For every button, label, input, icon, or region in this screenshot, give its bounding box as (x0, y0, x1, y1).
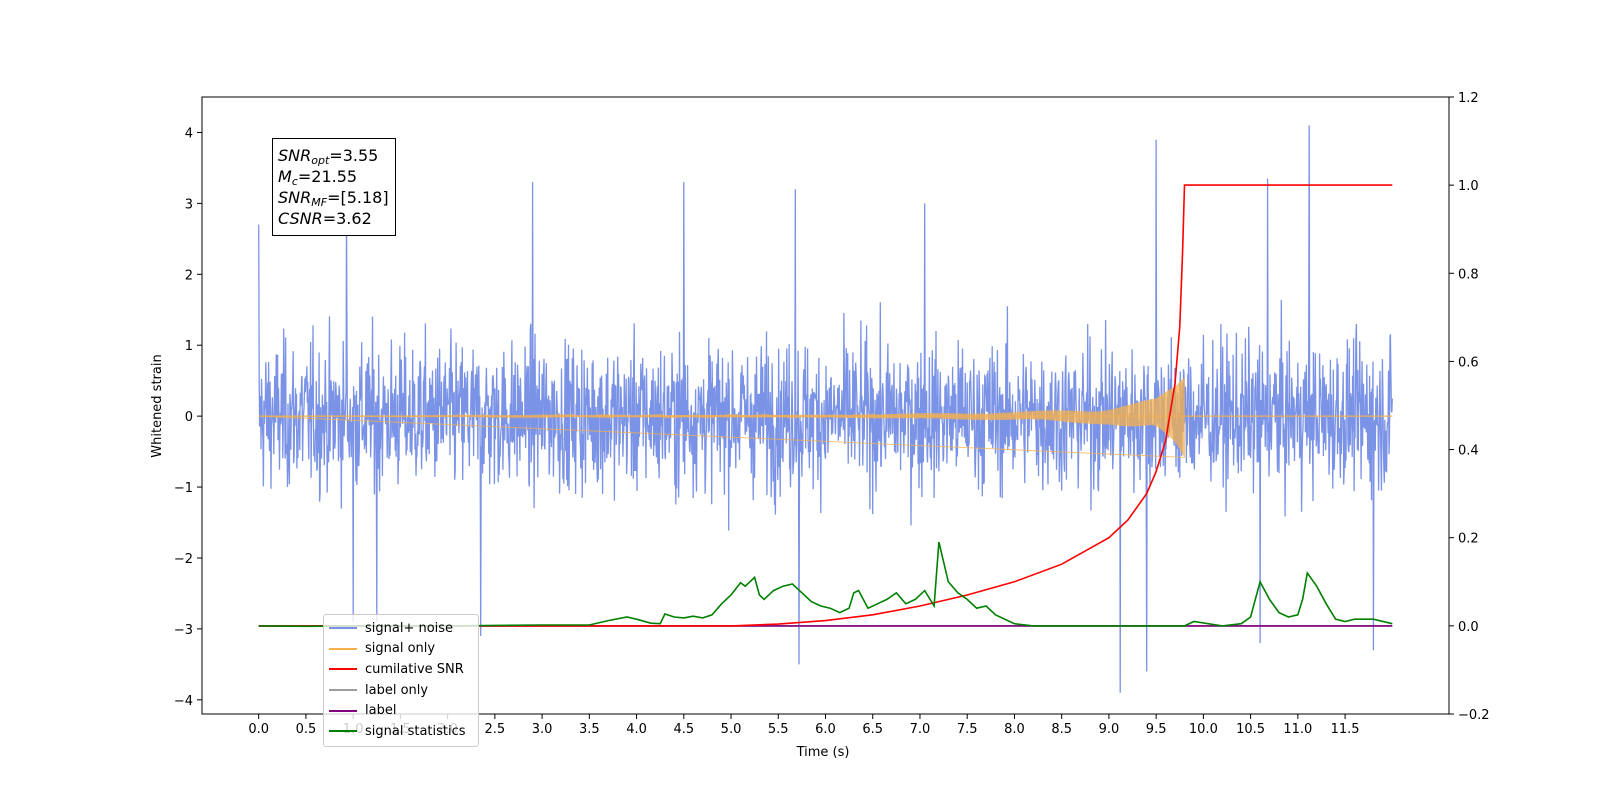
legend-swatch (329, 689, 357, 692)
series-signal-noise (258, 125, 1393, 693)
x-tick-label: 6.5 (862, 722, 883, 737)
y2-tick-label: 0.6 (1458, 355, 1479, 370)
x-tick-label: 4.5 (673, 722, 694, 737)
series-cumulative-snr (258, 184, 1393, 627)
legend-swatch (329, 709, 357, 712)
x-tick-label: 5.0 (721, 722, 742, 737)
legend-swatch (329, 647, 357, 650)
legend-item-signal-only: signal only (324, 639, 478, 660)
info-value: =[5.18] (327, 188, 389, 207)
x-tick-label: 2.5 (485, 722, 506, 737)
x-tick-label: 7.5 (957, 722, 978, 737)
y2-tick-label: 1.2 (1458, 91, 1479, 106)
info-value: =3.62 (322, 209, 372, 228)
y2-tick-label: 0.4 (1458, 444, 1479, 459)
legend: signal+ noise signal only cumilative SNR… (323, 614, 479, 747)
snr-info-box: SNRopt=3.55 Mc=21.55 SNRMF=[5.18] CSNR=3… (272, 138, 396, 236)
x-tick-label: 5.5 (768, 722, 789, 737)
y-axis-right: 1.2 1.0 0.8 0.6 0.4 0.2 0.0 −0.2 (1449, 91, 1490, 723)
info-subscript: c (291, 175, 298, 188)
series-signal-statistics (258, 541, 1393, 628)
legend-label: signal only (365, 641, 436, 657)
y-axis-label: Whitened strain (150, 354, 165, 457)
legend-label: label only (365, 682, 429, 698)
x-tick-label: 9.5 (1146, 722, 1167, 737)
legend-item-label: label (324, 700, 478, 721)
info-line-csnr: CSNR=3.62 (278, 208, 389, 229)
x-tick-label: 8.0 (1004, 722, 1025, 737)
x-tick-label: 6.0 (815, 722, 836, 737)
x-tick-label: 10.0 (1189, 722, 1218, 737)
y2-tick-label: 1.0 (1458, 179, 1479, 194)
x-tick-label: 0.5 (296, 722, 317, 737)
legend-swatch (329, 730, 357, 733)
info-symbol: CSNR (278, 209, 323, 228)
legend-item-label-only: label only (324, 680, 478, 701)
legend-item-signal-noise: signal+ noise (324, 618, 478, 639)
x-tick-label: 0.0 (248, 722, 269, 737)
legend-swatch (329, 627, 357, 630)
x-tick-label: 8.5 (1051, 722, 1072, 737)
y-tick-label: −1 (174, 481, 193, 496)
series-layer (258, 125, 1393, 693)
y2-tick-label: 0.0 (1458, 620, 1479, 635)
legend-item-signal-statistics: signal statistics (324, 721, 478, 742)
x-axis-label: Time (s) (796, 745, 850, 760)
y-tick-label: −4 (174, 694, 193, 709)
y2-tick-label: −0.2 (1458, 708, 1490, 723)
y-tick-label: 2 (185, 268, 193, 283)
y-tick-label: −2 (174, 552, 193, 567)
y-axis-left: 4 3 2 1 0 −1 −2 −3 −4 (174, 126, 202, 709)
info-line-snr-mf: SNRMF=[5.18] (278, 187, 389, 208)
x-tick-label: 3.5 (579, 722, 600, 737)
legend-label: label (365, 703, 397, 719)
info-subscript: MF (311, 196, 328, 209)
y-tick-label: 1 (185, 339, 193, 354)
info-symbol: M (278, 167, 292, 186)
x-tick-label: 9.0 (1099, 722, 1120, 737)
x-tick-label: 11.5 (1331, 722, 1360, 737)
x-tick-label: 10.5 (1236, 722, 1265, 737)
legend-label: signal statistics (365, 723, 466, 739)
y-tick-label: 3 (185, 197, 193, 212)
info-value: =3.55 (329, 146, 379, 165)
legend-swatch (329, 668, 357, 671)
legend-label: cumilative SNR (365, 661, 464, 677)
info-line-mc: Mc=21.55 (278, 166, 389, 187)
info-symbol: SNR (278, 146, 312, 165)
y-tick-label: 4 (185, 126, 193, 141)
x-tick-label: 11.0 (1283, 722, 1312, 737)
x-tick-label: 4.0 (626, 722, 647, 737)
legend-item-cumulative-snr: cumilative SNR (324, 659, 478, 680)
info-value: =21.55 (297, 167, 358, 186)
legend-label: signal+ noise (365, 620, 454, 636)
x-tick-label: 7.0 (910, 722, 931, 737)
info-symbol: SNR (278, 188, 312, 207)
y2-tick-label: 0.2 (1458, 532, 1479, 547)
info-subscript: opt (311, 154, 330, 167)
y-tick-label: 0 (185, 410, 193, 425)
y2-tick-label: 0.8 (1458, 267, 1479, 282)
x-tick-label: 3.0 (532, 722, 553, 737)
y-tick-label: −3 (174, 623, 193, 638)
info-line-snr-opt: SNRopt=3.55 (278, 145, 389, 166)
